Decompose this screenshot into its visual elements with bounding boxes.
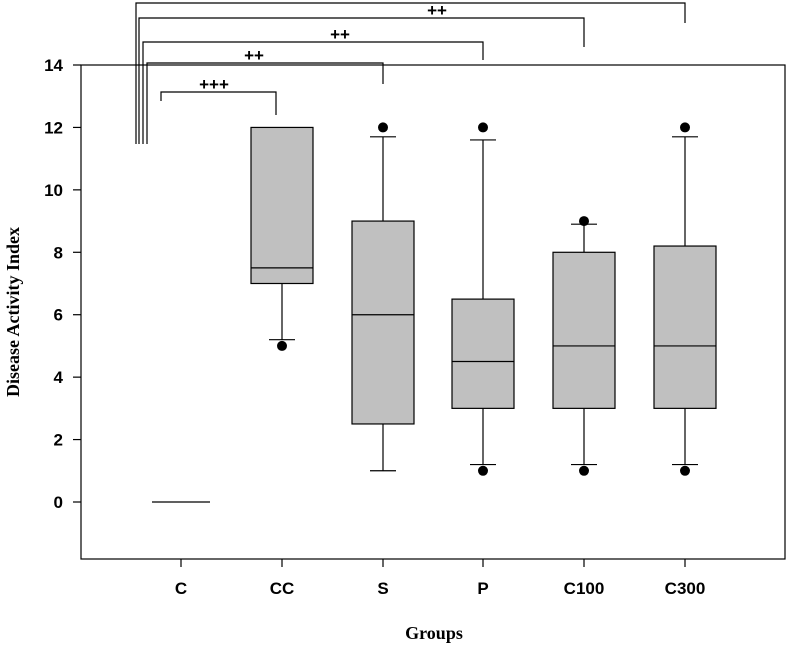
significance-label-S: ++ <box>244 46 264 65</box>
significance-bracket-CC <box>160 91 277 115</box>
outlier-C100-0 <box>579 465 589 476</box>
x-axis-title: Groups <box>405 623 463 643</box>
outlier-S-0 <box>378 122 388 133</box>
x-axis: C CC S P C100 C300 <box>175 559 705 598</box>
box-S <box>351 220 415 425</box>
significance-label-C300: ++ <box>641 0 661 5</box>
significance-layer: +++++++++++ <box>135 0 686 144</box>
outlier-C100-1 <box>579 216 589 227</box>
x-tick-label-S: S <box>377 579 388 598</box>
box-group-C100 <box>552 216 616 476</box>
y-tick-label-6: 6 <box>54 306 63 325</box>
y-tick-label-10: 10 <box>44 181 63 200</box>
significance-label-CC: +++ <box>199 75 229 94</box>
y-axis-title: Disease Activity Index <box>3 227 23 397</box>
significance-bracket-C100 <box>138 17 585 144</box>
outlier-CC-0 <box>277 340 287 351</box>
box-group-C300 <box>653 122 717 476</box>
box-P <box>451 298 515 409</box>
x-tick-label-CC: CC <box>270 579 295 598</box>
y-tick-label-4: 4 <box>54 368 64 387</box>
outlier-P-0 <box>478 465 488 476</box>
significance-label-P: ++ <box>330 25 350 44</box>
x-tick-label-C: C <box>175 579 187 598</box>
box-group-P <box>451 122 515 476</box>
significance-bracket-P <box>142 41 484 144</box>
significance-label-C100: ++ <box>427 1 447 20</box>
outlier-C300-1 <box>680 122 690 133</box>
x-tick-label-C300: C300 <box>665 579 706 598</box>
x-tick-label-C100: C100 <box>564 579 605 598</box>
significance-bracket-C300 <box>135 2 686 144</box>
box-CC <box>250 126 314 285</box>
box-group-S <box>351 122 415 472</box>
significance-bracket-S <box>146 62 384 144</box>
x-tick-label-P: P <box>477 579 488 598</box>
box-C300 <box>653 245 717 409</box>
y-tick-label-8: 8 <box>54 243 63 262</box>
box-C100 <box>552 251 616 409</box>
y-tick-label-14: 14 <box>44 56 63 75</box>
boxes-layer <box>152 122 717 503</box>
y-tick-label-2: 2 <box>54 431 63 450</box>
y-tick-label-12: 12 <box>44 118 63 137</box>
plot-frame <box>80 64 786 560</box>
outlier-P-1 <box>478 122 488 133</box>
y-axis: 0 2 4 6 8 10 12 14 <box>44 56 81 512</box>
y-tick-label-0: 0 <box>54 493 63 512</box>
outlier-C300-0 <box>680 465 690 476</box>
box-group-CC <box>250 126 314 351</box>
